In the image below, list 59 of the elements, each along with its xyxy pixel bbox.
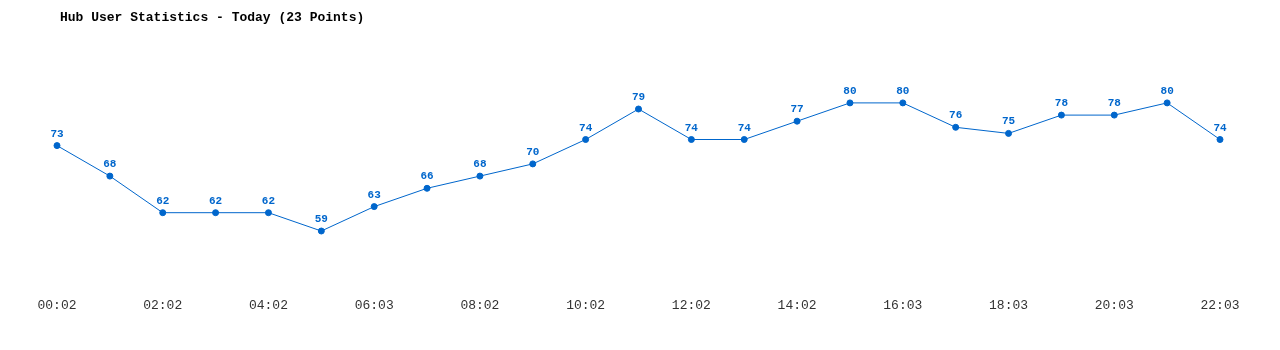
data-label: 73 xyxy=(50,127,64,140)
chart-title: Hub User Statistics - Today (23 Points) xyxy=(60,10,365,25)
point xyxy=(1163,99,1171,107)
point xyxy=(423,184,431,192)
data-label: 80 xyxy=(843,84,857,97)
data-label: 74 xyxy=(1213,121,1227,134)
data-label: 63 xyxy=(367,188,382,201)
point xyxy=(1005,129,1013,137)
point xyxy=(476,172,484,180)
data-label: 66 xyxy=(420,170,434,183)
point xyxy=(582,136,590,143)
data-label: 76 xyxy=(949,109,963,122)
data-label: 78 xyxy=(1107,97,1122,110)
point xyxy=(1110,111,1118,119)
x-tick-label: 00:02 xyxy=(37,298,77,314)
point xyxy=(317,227,325,235)
x-tick-label: 14:02 xyxy=(777,298,817,314)
data-label: 78 xyxy=(1054,97,1069,110)
point xyxy=(740,136,748,143)
point xyxy=(635,105,642,113)
data-label: 68 xyxy=(103,158,117,171)
data-label: 62 xyxy=(261,194,276,207)
data-label: 79 xyxy=(631,91,646,103)
x-tick-label: 16:03 xyxy=(883,298,923,314)
point xyxy=(793,117,801,125)
data-label: 74 xyxy=(737,121,752,134)
data-label: 68 xyxy=(473,158,487,171)
point xyxy=(529,160,537,168)
x-tick-label: 10:02 xyxy=(566,298,606,314)
x-tick-label: 18:03 xyxy=(989,298,1029,314)
point xyxy=(212,209,220,217)
data-label: 75 xyxy=(1001,115,1016,128)
x-tick-label: 06:03 xyxy=(354,298,394,314)
x-tick-label: 12:02 xyxy=(671,298,711,314)
point xyxy=(370,203,378,211)
point xyxy=(1057,111,1065,119)
x-tick-label: 02:02 xyxy=(143,298,183,314)
data-label: 62 xyxy=(156,194,170,207)
data-label: 62 xyxy=(208,194,223,207)
point xyxy=(264,209,272,217)
point xyxy=(106,172,114,180)
point xyxy=(53,142,61,150)
point xyxy=(952,123,960,131)
data-label: 59 xyxy=(314,213,328,225)
x-tick-label: 04:02 xyxy=(248,298,288,314)
point xyxy=(1216,136,1224,143)
data-label: 74 xyxy=(684,121,699,134)
data-label: 74 xyxy=(579,121,593,134)
x-tick-label: 08:02 xyxy=(460,298,500,314)
point xyxy=(687,136,695,143)
data-label: 70 xyxy=(526,145,540,158)
data-label: 77 xyxy=(790,103,804,116)
data-label: 80 xyxy=(896,84,910,97)
data-label: 80 xyxy=(1160,84,1174,97)
point xyxy=(846,99,854,107)
x-tick-label: 22:03 xyxy=(1200,298,1240,314)
point xyxy=(159,209,167,217)
x-tick-label: 20:03 xyxy=(1094,298,1134,314)
point xyxy=(899,99,907,107)
